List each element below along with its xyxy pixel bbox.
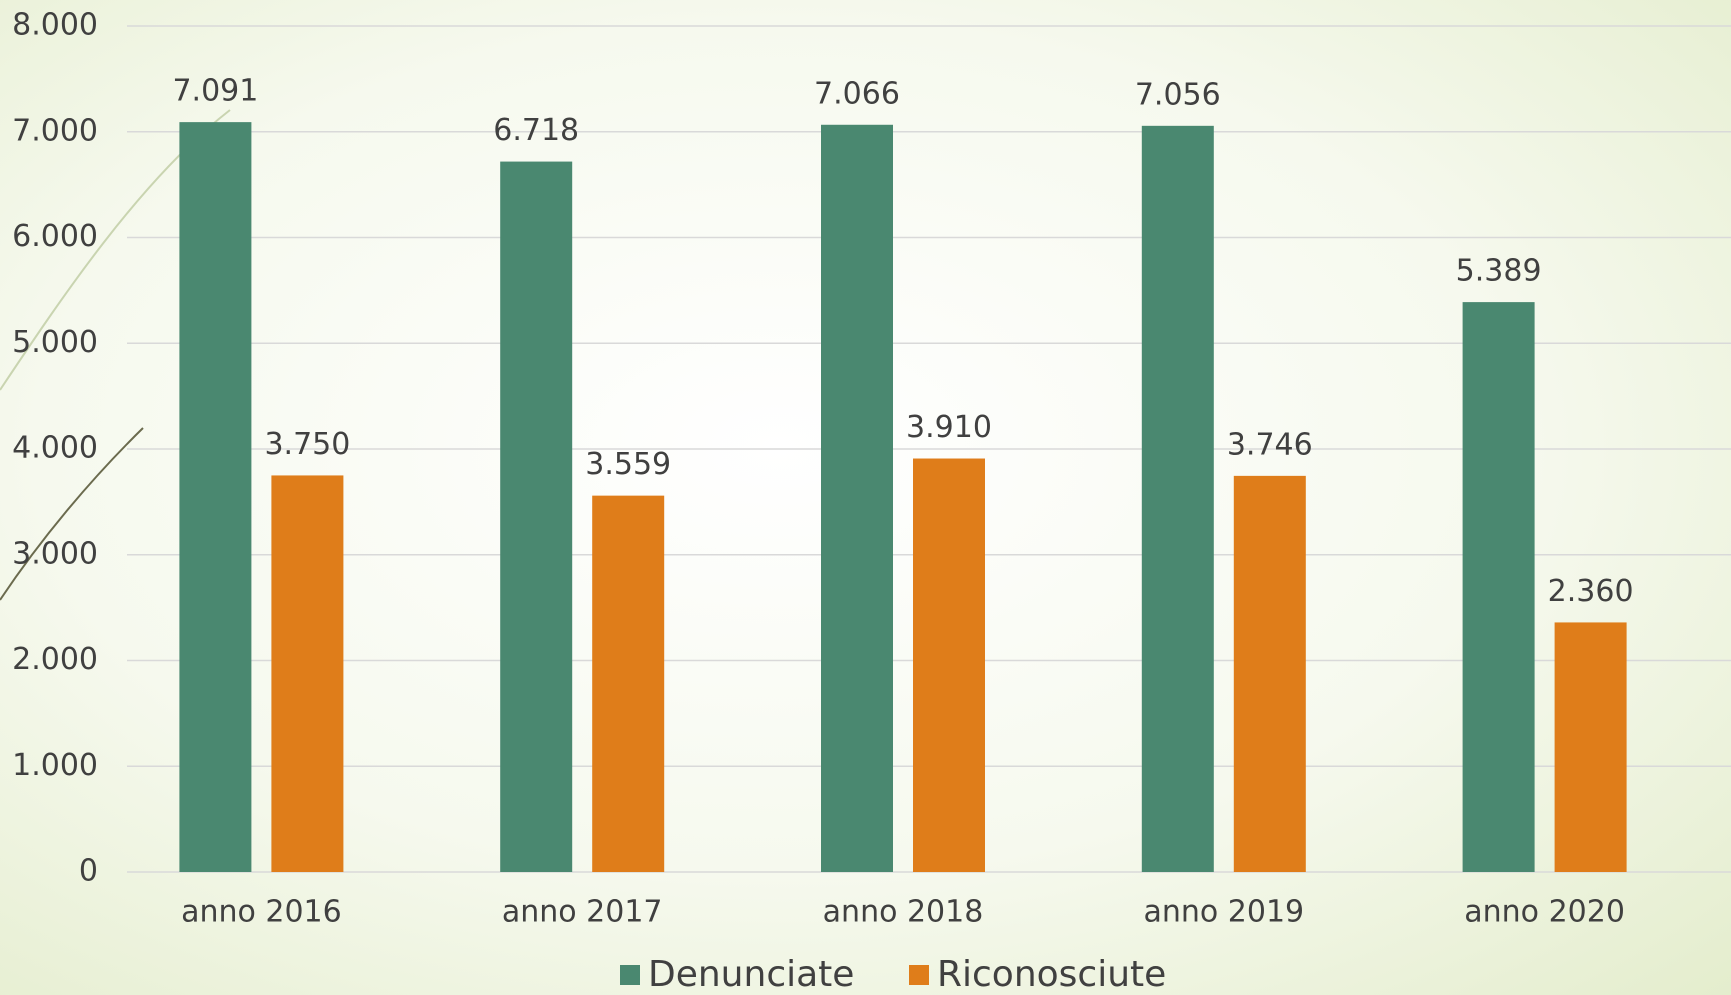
bar bbox=[500, 161, 573, 872]
x-tick-label: anno 2018 bbox=[823, 895, 984, 930]
bar bbox=[271, 475, 344, 872]
bar bbox=[179, 122, 252, 872]
y-tick-label: 1.000 bbox=[12, 748, 98, 783]
legend-label: Riconosciute bbox=[937, 954, 1166, 995]
bar bbox=[1462, 302, 1535, 872]
value-label: 3.559 bbox=[585, 447, 671, 482]
bar bbox=[1141, 125, 1214, 872]
y-tick-label: 2.000 bbox=[12, 642, 98, 677]
value-label: 7.056 bbox=[1135, 77, 1221, 112]
x-tick-label: anno 2017 bbox=[502, 895, 663, 930]
y-tick-label: 7.000 bbox=[12, 113, 98, 148]
x-tick-label: anno 2016 bbox=[181, 895, 342, 930]
value-label: 6.718 bbox=[493, 113, 579, 148]
bar bbox=[821, 124, 893, 872]
y-tick-label: 6.000 bbox=[12, 219, 98, 254]
x-tick-label: anno 2019 bbox=[1143, 895, 1304, 930]
bar bbox=[1554, 622, 1627, 872]
y-tick-label: 5.000 bbox=[12, 325, 98, 360]
y-tick-label: 4.000 bbox=[12, 431, 98, 466]
y-tick-label: 8.000 bbox=[12, 8, 98, 43]
bar bbox=[913, 458, 985, 872]
value-label: 3.750 bbox=[264, 427, 350, 462]
x-tick-label: anno 2020 bbox=[1464, 895, 1625, 930]
bar bbox=[592, 495, 665, 872]
value-label: 7.066 bbox=[814, 76, 900, 111]
value-label: 3.910 bbox=[906, 410, 992, 445]
legend-label: Denunciate bbox=[648, 954, 854, 995]
value-label: 7.091 bbox=[172, 74, 258, 109]
value-label: 2.360 bbox=[1548, 574, 1634, 609]
y-tick-label: 0 bbox=[79, 854, 98, 889]
legend-swatch bbox=[620, 965, 640, 985]
value-label: 5.389 bbox=[1456, 254, 1542, 289]
bar bbox=[1233, 475, 1306, 872]
decor-curve bbox=[0, 427, 144, 601]
legend-swatch bbox=[909, 965, 929, 985]
value-label: 3.746 bbox=[1227, 427, 1313, 462]
y-tick-label: 3.000 bbox=[12, 536, 98, 571]
